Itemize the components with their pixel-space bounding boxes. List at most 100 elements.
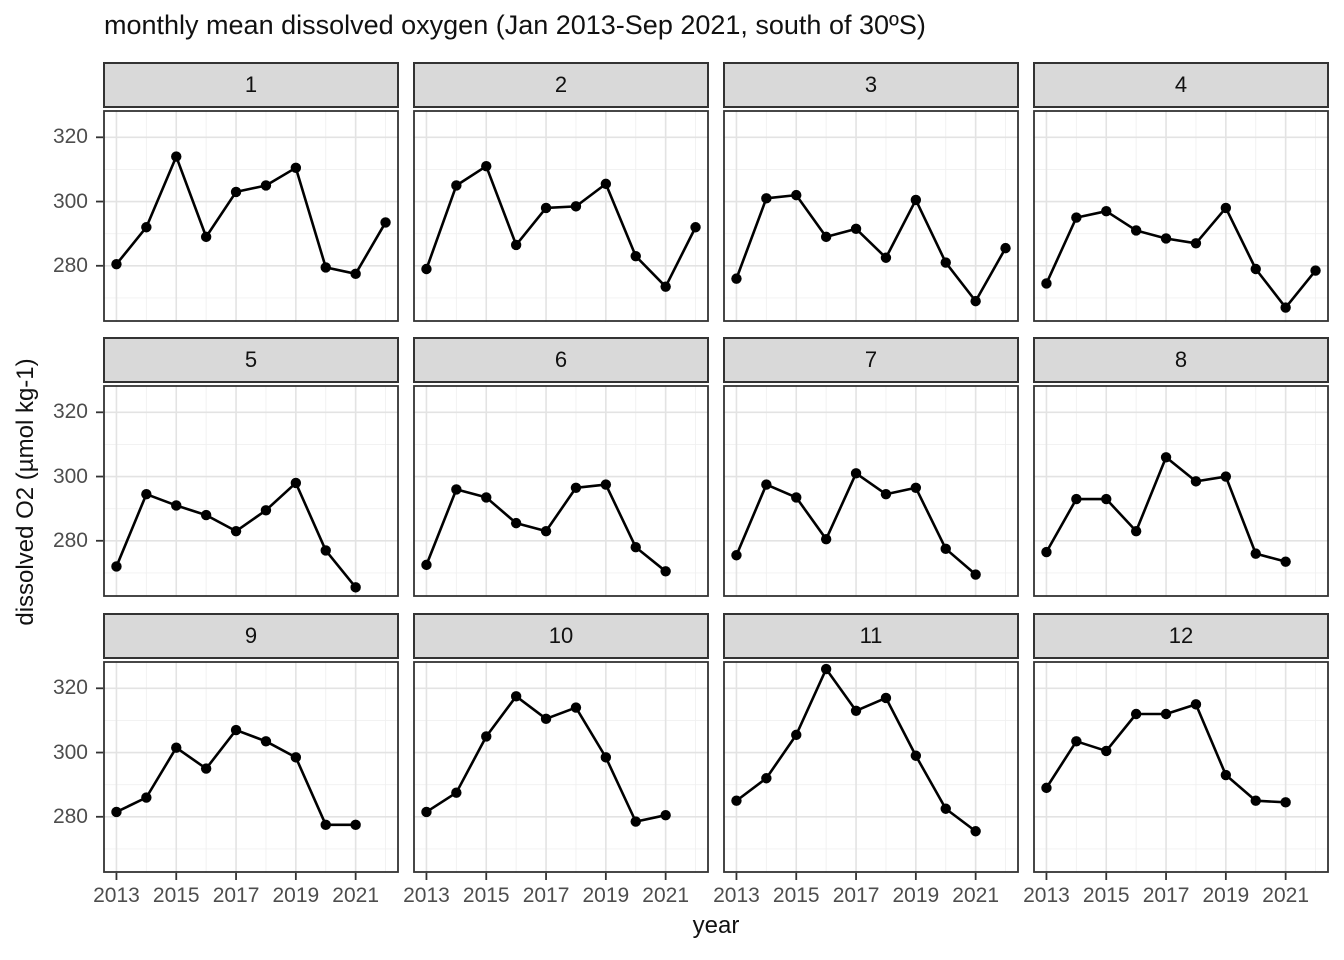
data-line bbox=[115, 155, 387, 276]
data-point bbox=[970, 295, 981, 307]
facet-strip-label: 9 bbox=[244, 623, 258, 648]
x-tick-label: 2017 bbox=[1142, 884, 1190, 907]
data-point bbox=[451, 484, 462, 495]
data-point bbox=[481, 731, 492, 742]
data-point bbox=[540, 202, 552, 214]
data-point bbox=[731, 550, 742, 561]
data-point bbox=[880, 252, 892, 263]
data-point bbox=[910, 750, 922, 761]
data-point bbox=[1160, 233, 1172, 244]
facet-strip-label: 12 bbox=[1168, 623, 1194, 648]
facet-strip: 10 bbox=[413, 613, 709, 659]
data-point bbox=[940, 257, 951, 268]
data-point bbox=[540, 525, 552, 537]
facet-panel bbox=[96, 661, 399, 880]
data-point bbox=[1220, 202, 1232, 214]
data-line bbox=[1045, 206, 1317, 309]
data-point bbox=[451, 180, 462, 191]
data-point bbox=[1130, 225, 1142, 236]
data-point bbox=[1220, 471, 1232, 482]
data-point bbox=[1101, 493, 1112, 505]
data-point bbox=[350, 582, 361, 593]
data-point bbox=[171, 500, 182, 511]
data-point bbox=[820, 533, 832, 545]
data-point bbox=[970, 569, 981, 580]
x-tick-label: 2015 bbox=[462, 884, 510, 907]
data-point bbox=[200, 509, 212, 521]
data-point bbox=[350, 819, 361, 831]
panel-border bbox=[723, 385, 1019, 597]
data-point bbox=[481, 161, 492, 172]
data-point bbox=[260, 736, 272, 747]
data-point bbox=[660, 566, 671, 577]
data-point bbox=[1280, 302, 1291, 313]
y-tick-label: 300 bbox=[52, 189, 88, 213]
data-point bbox=[1071, 736, 1082, 747]
data-point bbox=[880, 692, 892, 704]
x-tick-label: 2021 bbox=[642, 884, 689, 907]
data-point bbox=[600, 178, 612, 190]
data-point bbox=[230, 525, 242, 537]
facet-panel bbox=[1033, 385, 1329, 597]
x-tick-label: 2019 bbox=[1202, 884, 1250, 907]
data-point bbox=[1071, 493, 1082, 505]
facet-strip-label: 8 bbox=[1174, 347, 1188, 372]
data-point bbox=[1250, 263, 1261, 275]
facet-panel bbox=[413, 110, 709, 322]
facet-panel bbox=[723, 661, 1019, 880]
data-point bbox=[600, 752, 612, 763]
data-point bbox=[761, 479, 772, 490]
data-line bbox=[425, 164, 697, 288]
data-point bbox=[380, 217, 391, 228]
panel-border bbox=[413, 385, 709, 597]
x-tick-label: 2017 bbox=[212, 884, 260, 907]
facet-strip: 4 bbox=[1033, 62, 1329, 108]
facet-strip-label: 5 bbox=[244, 347, 258, 372]
x-tick-label: 2021 bbox=[952, 884, 999, 907]
data-point bbox=[260, 180, 272, 191]
data-point bbox=[451, 787, 462, 798]
facet-panel bbox=[723, 385, 1019, 597]
data-point bbox=[1190, 476, 1202, 487]
x-tick-label: 2017 bbox=[832, 884, 880, 907]
facet-strip: 6 bbox=[413, 337, 709, 383]
data-line bbox=[735, 193, 1007, 303]
data-point bbox=[731, 273, 742, 284]
data-point bbox=[1041, 278, 1052, 289]
data-point bbox=[421, 263, 432, 275]
panel-border bbox=[103, 661, 399, 873]
y-tick-label: 280 bbox=[52, 528, 88, 552]
y-tick-label: 320 bbox=[52, 400, 88, 424]
panel-border bbox=[723, 661, 1019, 873]
y-tick-label: 280 bbox=[52, 253, 88, 277]
data-point bbox=[1220, 769, 1232, 781]
data-point bbox=[111, 561, 122, 572]
facet-strip-label: 1 bbox=[244, 72, 258, 97]
data-point bbox=[850, 468, 862, 479]
data-point bbox=[1280, 797, 1291, 808]
data-point bbox=[690, 222, 701, 233]
data-point bbox=[111, 806, 122, 818]
panel-border bbox=[1033, 661, 1329, 873]
panel-border bbox=[723, 110, 1019, 322]
data-point bbox=[1130, 525, 1142, 537]
facet-strip: 8 bbox=[1033, 337, 1329, 383]
data-point bbox=[820, 663, 832, 675]
x-tick-label: 2013 bbox=[713, 884, 760, 907]
facet-strip-label: 11 bbox=[859, 623, 883, 648]
data-point bbox=[510, 239, 522, 251]
data-point bbox=[570, 702, 582, 713]
panel-border bbox=[413, 661, 709, 873]
facet-strip-label: 3 bbox=[864, 72, 878, 97]
x-tick-label: 2013 bbox=[93, 884, 140, 907]
data-point bbox=[910, 194, 922, 206]
facet-panel bbox=[723, 110, 1019, 322]
data-point bbox=[1160, 708, 1172, 720]
x-tick-label: 2019 bbox=[272, 884, 320, 907]
x-tick-label: 2019 bbox=[892, 884, 940, 907]
data-point bbox=[1071, 212, 1082, 223]
facet-strip-label: 2 bbox=[554, 72, 568, 97]
facet-strip: 11 bbox=[723, 613, 1019, 659]
x-tick-label: 2015 bbox=[152, 884, 200, 907]
